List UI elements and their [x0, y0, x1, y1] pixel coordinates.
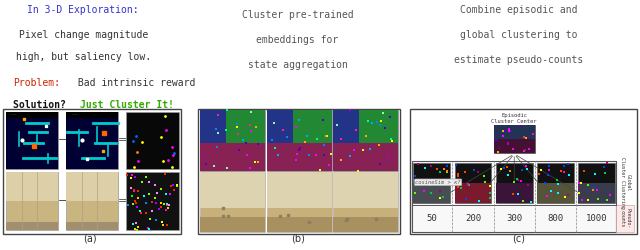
Text: −: − — [58, 136, 67, 145]
Text: −: − — [58, 196, 67, 206]
Text: 200: 200 — [465, 214, 481, 223]
Text: (c): (c) — [512, 234, 525, 244]
Bar — [200, 217, 265, 232]
Bar — [537, 163, 574, 203]
Bar — [292, 110, 332, 144]
Bar — [66, 112, 118, 118]
Text: Combine episodic and: Combine episodic and — [460, 5, 577, 15]
Bar — [66, 172, 118, 230]
Bar — [413, 163, 450, 203]
Text: Pseudo-
counts: Pseudo- counts — [620, 208, 630, 229]
Bar — [494, 125, 534, 140]
Bar — [333, 110, 359, 144]
Bar — [579, 163, 615, 203]
Bar — [6, 172, 58, 201]
Bar — [454, 183, 492, 204]
Bar — [412, 161, 616, 232]
Bar — [200, 144, 265, 171]
Text: Just Cluster It!: Just Cluster It! — [80, 100, 174, 110]
Bar — [579, 183, 615, 204]
Bar — [126, 172, 179, 230]
Bar — [267, 110, 332, 171]
Bar — [66, 172, 118, 201]
Text: Solution?: Solution? — [13, 100, 72, 110]
Text: (b): (b) — [291, 234, 305, 244]
Text: estimate pseudo-counts: estimate pseudo-counts — [454, 55, 583, 65]
Text: 800: 800 — [547, 214, 563, 223]
Text: .....: ..... — [11, 112, 17, 116]
Text: Bad intrinsic reward: Bad intrinsic reward — [72, 78, 195, 88]
Bar — [6, 112, 58, 170]
Text: .....: ..... — [71, 112, 77, 116]
Bar — [267, 144, 332, 171]
Bar — [496, 163, 532, 203]
Bar — [454, 163, 492, 203]
Bar — [333, 110, 398, 171]
Bar — [333, 172, 398, 208]
Text: Global
Cluster Clustering: Global Cluster Clustering — [620, 157, 630, 209]
Text: high, but saliency low.: high, but saliency low. — [15, 52, 151, 62]
Bar — [494, 140, 534, 153]
Bar — [226, 110, 265, 144]
Text: Cluster pre-trained: Cluster pre-trained — [242, 10, 353, 20]
Bar — [6, 172, 58, 230]
Text: 1000: 1000 — [586, 214, 607, 223]
Text: Problem:: Problem: — [13, 78, 60, 88]
Bar — [267, 172, 332, 208]
Bar — [3, 109, 181, 234]
Text: In 3-D Exploration:: In 3-D Exploration: — [28, 5, 139, 15]
Text: cosineSim > κ?: cosineSim > κ? — [415, 180, 461, 185]
Bar — [267, 172, 332, 232]
Bar — [496, 183, 532, 204]
Bar — [200, 172, 265, 208]
Bar — [267, 217, 332, 232]
Text: =: = — [118, 136, 127, 145]
Bar — [359, 110, 398, 144]
Bar — [126, 112, 179, 170]
Bar — [494, 125, 534, 154]
Text: (a): (a) — [83, 234, 97, 244]
Bar — [6, 112, 58, 118]
Bar — [200, 172, 265, 232]
Text: Episodic
Cluster Center: Episodic Cluster Center — [492, 113, 537, 124]
Bar — [537, 183, 574, 204]
Text: =: = — [118, 196, 127, 206]
Bar — [616, 205, 634, 232]
Bar — [267, 110, 292, 144]
Text: global clustering to: global clustering to — [460, 30, 577, 40]
Bar — [198, 109, 400, 234]
Bar — [333, 172, 398, 232]
Bar — [333, 217, 398, 232]
Bar — [410, 109, 637, 234]
Bar — [6, 222, 58, 230]
Text: state aggregation: state aggregation — [248, 60, 348, 70]
Bar — [66, 112, 118, 170]
Bar — [413, 183, 450, 204]
Text: Pixel change magnitude: Pixel change magnitude — [19, 30, 148, 40]
Text: 300: 300 — [506, 214, 522, 223]
Bar — [200, 110, 265, 171]
Bar — [333, 144, 398, 171]
Bar — [66, 112, 118, 170]
Text: embeddings for: embeddings for — [257, 35, 339, 45]
Text: 50: 50 — [426, 214, 437, 223]
Bar — [200, 110, 226, 144]
Bar — [66, 222, 118, 230]
Bar — [6, 112, 58, 170]
